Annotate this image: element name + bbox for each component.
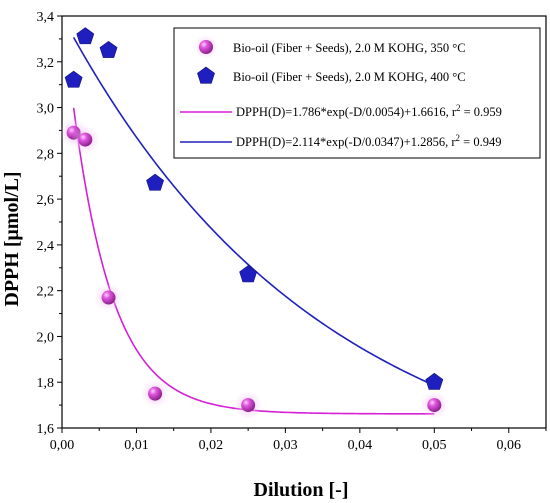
x-tick-label: 0,03 [273,438,298,453]
data-point-series-2 [99,40,118,58]
legend-label-fit-2: DPPH(D)=2.114*exp(-D/0.0347)+1.2856, r2 … [236,133,501,149]
data-point-series-2 [64,70,83,88]
x-tick-label: 0,05 [422,438,447,453]
y-tick-label: 2,0 [37,330,55,345]
x-tick-label: 0,00 [50,438,75,453]
y-tick-label: 2,2 [37,285,55,300]
x-axis-title: Dilution [-] [254,479,349,501]
legend-label-series-1: Bio-oil (Fiber + Seeds), 2.0 M KOHG, 350… [233,41,466,55]
data-point-series-1 [101,290,116,305]
x-tick-label: 0,02 [199,438,224,453]
y-tick-label: 3,0 [37,102,55,117]
legend-symbol-series-1 [199,40,213,54]
fit-r-squared-exponent: 2 [456,133,461,143]
y-tick-label: 3,4 [37,10,55,25]
x-tick-label: 0,06 [497,438,522,453]
legend-label-series-2: Bio-oil (Fiber + Seeds), 2.0 M KOHG, 400… [233,70,466,84]
data-point-series-2 [146,173,164,191]
legend-box [173,27,541,159]
data-point-series-1 [148,386,163,401]
legend-symbol-series-2 [197,66,215,84]
y-tick-label: 2,6 [37,193,55,208]
data-point-series-1 [241,398,256,413]
x-tick-label: 0,04 [348,438,373,453]
fit-r-squared-value: = 0.959 [460,105,501,119]
legend: Bio-oil (Fiber + Seeds), 2.0 M KOHG, 350… [173,27,541,159]
y-tick-label: 2,8 [37,147,55,162]
fit-equation-text: DPPH(D)=1.786*exp(-D/0.0054)+1.6616, r [236,105,457,119]
y-tick-label: 1,8 [37,376,55,391]
data-point-series-2 [239,265,258,283]
y-axis-title: DPPH [μmol/L] [1,171,23,306]
data-point-series-2 [76,27,95,45]
y-tick-label: 2,4 [37,239,55,254]
y-tick-label: 1,6 [37,422,55,437]
y-tick-label: 3,2 [37,56,55,71]
x-tick-label: 0,01 [124,438,149,453]
data-point-series-2 [425,372,444,390]
fit-r-squared-value: = 0.949 [460,135,501,149]
fit-r-squared-exponent: 2 [456,103,461,113]
legend-label-fit-1: DPPH(D)=1.786*exp(-D/0.0054)+1.6616, r2 … [236,103,502,119]
data-point-series-1 [427,398,442,413]
fit-equation-text: DPPH(D)=2.114*exp(-D/0.0347)+1.2856, r [236,135,456,149]
data-point-series-1 [78,132,93,147]
